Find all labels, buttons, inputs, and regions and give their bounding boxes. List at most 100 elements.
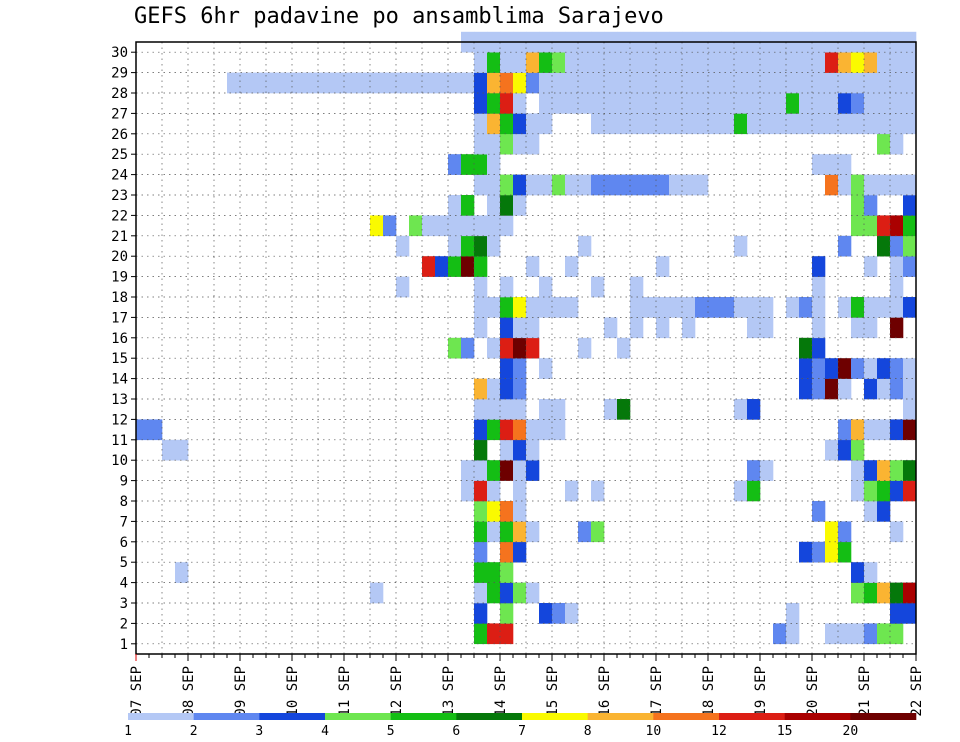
precip-cell (864, 93, 878, 114)
precip-cell (643, 297, 657, 318)
precip-cell (500, 603, 514, 624)
precip-cell (734, 399, 748, 420)
precip-cell (877, 52, 891, 73)
precip-cell (500, 501, 514, 522)
precip-cell (604, 52, 618, 73)
precip-cell (734, 93, 748, 114)
precip-cell (513, 337, 527, 359)
precip-cell (825, 439, 839, 461)
precip-cell (812, 256, 826, 277)
precip-cell (552, 52, 566, 73)
precip-cell (513, 358, 527, 379)
precip-cell (500, 195, 514, 216)
precip-cell (799, 297, 813, 318)
precip-cell (474, 133, 488, 155)
precip-cell (487, 460, 501, 481)
precip-cell (747, 460, 761, 481)
precip-cell (695, 72, 709, 94)
precip-cell (656, 256, 670, 277)
precip-cell (292, 72, 306, 94)
precip-cell (825, 378, 839, 400)
precip-cell (500, 93, 514, 114)
precip-cell (526, 256, 540, 277)
precip-cell (578, 174, 592, 196)
precip-cell (812, 276, 826, 298)
precip-cell (812, 378, 826, 400)
precip-cell (500, 297, 514, 318)
precip-cell (461, 480, 475, 502)
precip-cell (851, 439, 865, 461)
precip-cell (838, 541, 852, 563)
precip-cell (539, 174, 553, 196)
precip-cell (578, 235, 592, 257)
precip-cell (864, 480, 878, 502)
precip-cell (890, 521, 904, 543)
precip-cell (747, 317, 761, 339)
precip-cell (851, 113, 865, 135)
precip-cell (513, 72, 527, 94)
precip-cell (851, 582, 865, 604)
x-tick-label: 14 SEP (493, 666, 509, 717)
precip-cell (539, 399, 553, 420)
precip-cell (695, 93, 709, 114)
precip-cell (877, 72, 891, 94)
precip-cell (357, 72, 371, 94)
precip-cell (487, 93, 501, 114)
precip-cell (487, 174, 501, 196)
colorbar-label: 15 (777, 724, 793, 739)
x-tick-label: 12 SEP (389, 666, 405, 717)
precip-cell (708, 113, 722, 135)
precip-cell (825, 541, 839, 563)
precip-cell (734, 235, 748, 257)
y-tick-label: 27 (111, 106, 128, 122)
precip-cell (227, 72, 241, 94)
precip-cell (513, 480, 527, 502)
precip-cell (890, 256, 904, 277)
precip-cell (318, 72, 332, 94)
precip-cell (513, 93, 527, 114)
x-tick-label: 19 SEP (753, 666, 769, 717)
precip-cell (487, 480, 501, 502)
precip-cell (903, 72, 917, 94)
precip-cell (565, 480, 579, 502)
precip-cell (903, 480, 917, 502)
x-tick-label: 09 SEP (233, 666, 249, 717)
precip-cell (747, 52, 761, 73)
precip-cell (786, 93, 800, 114)
precip-cell (695, 297, 709, 318)
precip-cell (513, 419, 527, 441)
precip-cell (487, 297, 501, 318)
precip-cell (578, 72, 592, 94)
precip-cell (864, 72, 878, 94)
y-axis: 1234567891011121314151617181920212223242… (111, 45, 136, 653)
precip-cell (864, 52, 878, 73)
precip-cell (838, 358, 852, 379)
precip-cell (773, 623, 787, 645)
precip-cell (877, 480, 891, 502)
precip-cell (448, 72, 462, 94)
colorbar-segment (850, 713, 917, 720)
precip-cell (825, 358, 839, 379)
precip-cell (487, 378, 501, 400)
precip-cell (617, 52, 631, 73)
precip-cell (539, 419, 553, 441)
precip-cell (903, 419, 917, 441)
precip-cell (734, 72, 748, 94)
precip-cell (890, 133, 904, 155)
precip-cell (474, 460, 488, 481)
y-tick-label: 6 (120, 535, 128, 551)
precip-cell (500, 439, 514, 461)
precip-cell (747, 93, 761, 114)
precip-cell (708, 93, 722, 114)
precip-cell (396, 276, 410, 298)
precip-cell (461, 72, 475, 94)
colorbar-label: 5 (387, 724, 395, 739)
precip-cell (851, 480, 865, 502)
x-tick-label: 18 SEP (701, 666, 717, 717)
precip-cell (513, 113, 527, 135)
precip-cell (669, 52, 683, 73)
precip-cell (461, 195, 475, 216)
precip-cell (682, 52, 696, 73)
y-tick-label: 28 (111, 86, 128, 102)
y-tick-label: 15 (111, 351, 128, 367)
